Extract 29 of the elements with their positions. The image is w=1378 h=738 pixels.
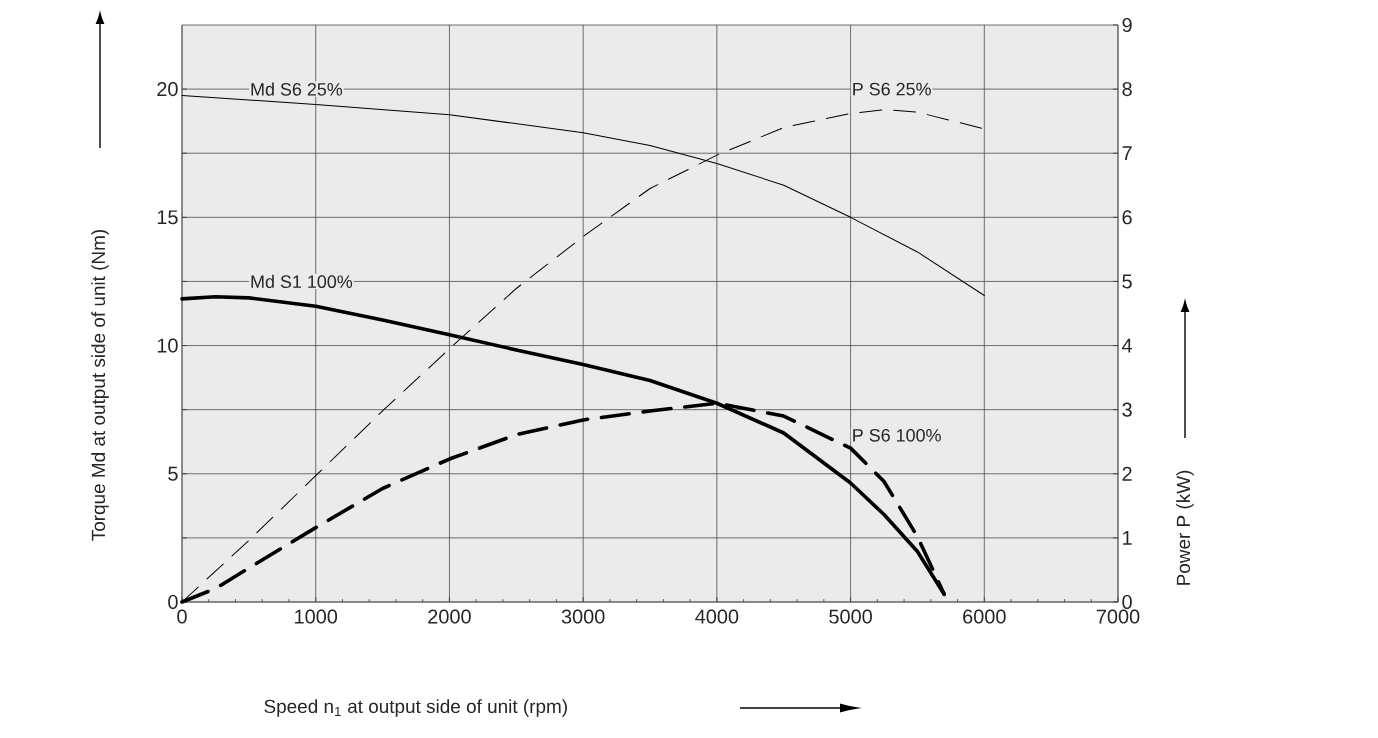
- y2-tick-label: 5: [1122, 274, 1132, 289]
- x-tick-label: 4000: [695, 609, 739, 624]
- y2-tick-label: 7: [1122, 146, 1132, 161]
- y-tick-label: 15: [157, 210, 178, 225]
- x-tick-label: 1000: [295, 609, 338, 624]
- y-tick-label: 5: [168, 466, 178, 481]
- series-label: Md S1 100%: [251, 274, 353, 289]
- x-tick-label: 7000: [1096, 609, 1140, 624]
- y2-tick-label: 6: [1122, 210, 1132, 225]
- x-axis-title: Speed n$_{1}$ at output side of unit (rpm): [264, 699, 567, 717]
- x-tick-label: 5000: [829, 609, 872, 624]
- y-tick-label: 20: [157, 82, 178, 97]
- series-label: P S6 100%: [853, 428, 941, 442]
- y-axis-title: Torque Md at output side of unit (Nm): [91, 229, 109, 541]
- y2-tick-label: 3: [1122, 402, 1132, 417]
- y2-tick-label: 0: [1122, 594, 1132, 610]
- x-tick-label: 3000: [561, 609, 605, 624]
- y2-tick-label: 1: [1123, 531, 1132, 545]
- y2-axis-title: Power P (kW): [1176, 470, 1194, 585]
- y2-tick-label: 8: [1122, 82, 1132, 97]
- x-tick-label: 6000: [963, 609, 1006, 624]
- y2-tick-label: 4: [1122, 338, 1133, 353]
- y2-tick-label: 9: [1122, 17, 1132, 33]
- series-label: P S6 25%: [853, 82, 931, 96]
- y2-tick-label: 2: [1122, 466, 1132, 481]
- y-tick-label: 0: [168, 594, 178, 610]
- x-tick-label: 2000: [428, 609, 471, 624]
- series-label: Md S6 25%: [251, 82, 343, 96]
- y-tick-label: 10: [157, 338, 178, 353]
